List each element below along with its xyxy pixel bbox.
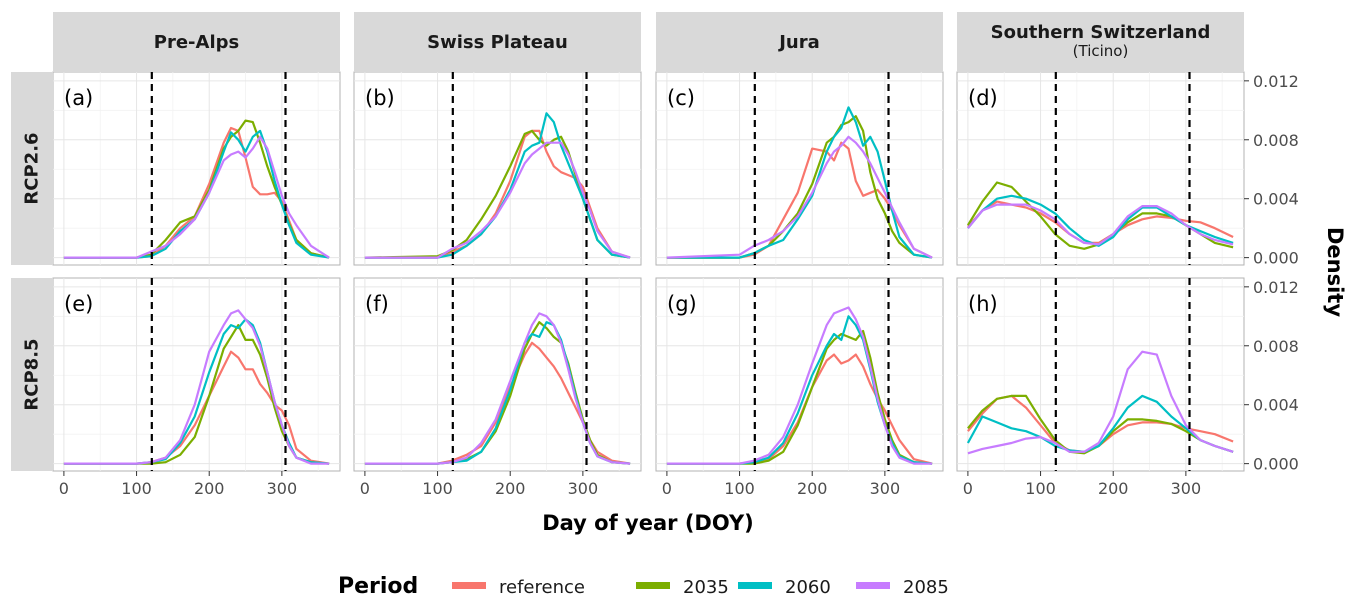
x-tick-label: 300 [267, 479, 298, 498]
series-line-2085 [666, 135, 933, 259]
panel: (g) [655, 277, 944, 472]
panel: (e) [52, 277, 341, 472]
x-tick-label: 300 [870, 479, 901, 498]
x-tick-label: 200 [797, 479, 828, 498]
panel: (f) [353, 277, 642, 472]
column-strip-subtitle: (Ticino) [1073, 42, 1129, 60]
series-line-2085 [666, 306, 933, 465]
y-tick-label: 0.000 [1253, 249, 1299, 268]
panel-tag: (h) [968, 292, 998, 316]
panel: (d) [956, 71, 1245, 266]
y-tick-label: 0.000 [1253, 455, 1299, 474]
legend-label: 2085 [903, 577, 949, 598]
panel-background [353, 71, 642, 266]
x-tick-label: 100 [1025, 479, 1056, 498]
y-tick-label: 0.012 [1253, 278, 1299, 297]
x-axis-title: Day of year (DOY) [542, 511, 754, 535]
legend-label: 2035 [683, 577, 729, 598]
column-strip-title: Southern Switzerland [991, 22, 1211, 43]
column-strip [957, 12, 1244, 71]
column-strips: Pre-Alps Swiss Plateau Jura Southern Switze… [11, 12, 1244, 471]
x-tick-label: 0 [59, 479, 69, 498]
column-strip-title: Jura [777, 32, 820, 53]
series-line-2085 [364, 312, 631, 465]
legend-label: reference [499, 577, 585, 598]
y-tick-label: 0.004 [1253, 190, 1299, 209]
x-tick-label: 200 [495, 479, 526, 498]
row-strip [11, 278, 52, 471]
legend-key-2060 [738, 582, 772, 589]
column-strip [656, 12, 943, 71]
panel-tag: (b) [365, 86, 395, 110]
x-tick-label: 200 [1098, 479, 1129, 498]
series-line-2085 [967, 203, 1234, 246]
x-tick-label: 100 [724, 479, 755, 498]
y-tick-label: 0.008 [1253, 337, 1299, 356]
legend-key-2035 [636, 582, 670, 589]
series-line-2035 [666, 115, 933, 259]
column-strip-title: Pre-Alps [154, 32, 239, 53]
y-tick-label: 0.012 [1253, 72, 1299, 91]
legend-key-reference [452, 582, 486, 589]
row-strip [11, 72, 52, 265]
panels: (a) (b) (c) (d) (e) (f) (g) (h) [52, 71, 1245, 472]
series-line-2085 [364, 141, 631, 259]
x-tick-label: 100 [121, 479, 152, 498]
x-tick-label: 300 [568, 479, 599, 498]
panel: (h) [956, 277, 1245, 472]
y-tick-label: 0.008 [1253, 131, 1299, 150]
panel-tag: (a) [64, 86, 93, 110]
panel-tag: (f) [365, 292, 389, 316]
series-line-2035 [666, 329, 933, 465]
x-tick-label: 0 [360, 479, 370, 498]
legend-key-2085 [856, 582, 890, 589]
panel-tag: (e) [64, 292, 93, 316]
series-line-2085 [63, 135, 330, 259]
panel-background [655, 277, 944, 472]
panel-background [956, 277, 1245, 472]
series-line-2060 [63, 129, 330, 259]
x-tick-label: 200 [194, 479, 225, 498]
series-line-2085 [967, 350, 1234, 455]
panel-tag: (g) [667, 292, 697, 316]
panel: (a) [52, 71, 341, 266]
series-line-2060 [364, 112, 631, 259]
x-tick-label: 100 [422, 479, 453, 498]
panel-tag: (c) [667, 86, 695, 110]
panel-background [52, 277, 341, 472]
y-axis-title: Density [1323, 227, 1347, 317]
panel-background [655, 71, 944, 266]
panel-background [52, 71, 341, 266]
column-strip [53, 12, 340, 71]
legend-title: Period [338, 574, 418, 599]
axes: 0 100 200 300 0 100 200 300 0 100 200 300 0 100 200 300… [59, 72, 1299, 498]
column-strip-title: Swiss Plateau [427, 32, 568, 53]
panel: (b) [353, 71, 642, 266]
panel-background [353, 277, 642, 472]
series-line-2060 [966, 394, 1234, 453]
row-strip-label: RCP2.6 [22, 132, 43, 204]
x-tick-label: 0 [963, 479, 973, 498]
panel-tag: (d) [968, 86, 998, 110]
series-line-2085 [63, 309, 330, 465]
y-tick-label: 0.004 [1253, 396, 1299, 415]
panel-background [956, 71, 1245, 266]
row-strip-label: RCP8.5 [22, 338, 43, 410]
x-tick-label: 300 [1171, 479, 1202, 498]
series-line-reference [666, 353, 933, 465]
panel: (c) [655, 71, 944, 266]
column-strip [354, 12, 641, 71]
legend: Period reference 2035 2060 2085 [338, 574, 949, 599]
x-tick-label: 0 [662, 479, 672, 498]
legend-label: 2060 [785, 577, 831, 598]
